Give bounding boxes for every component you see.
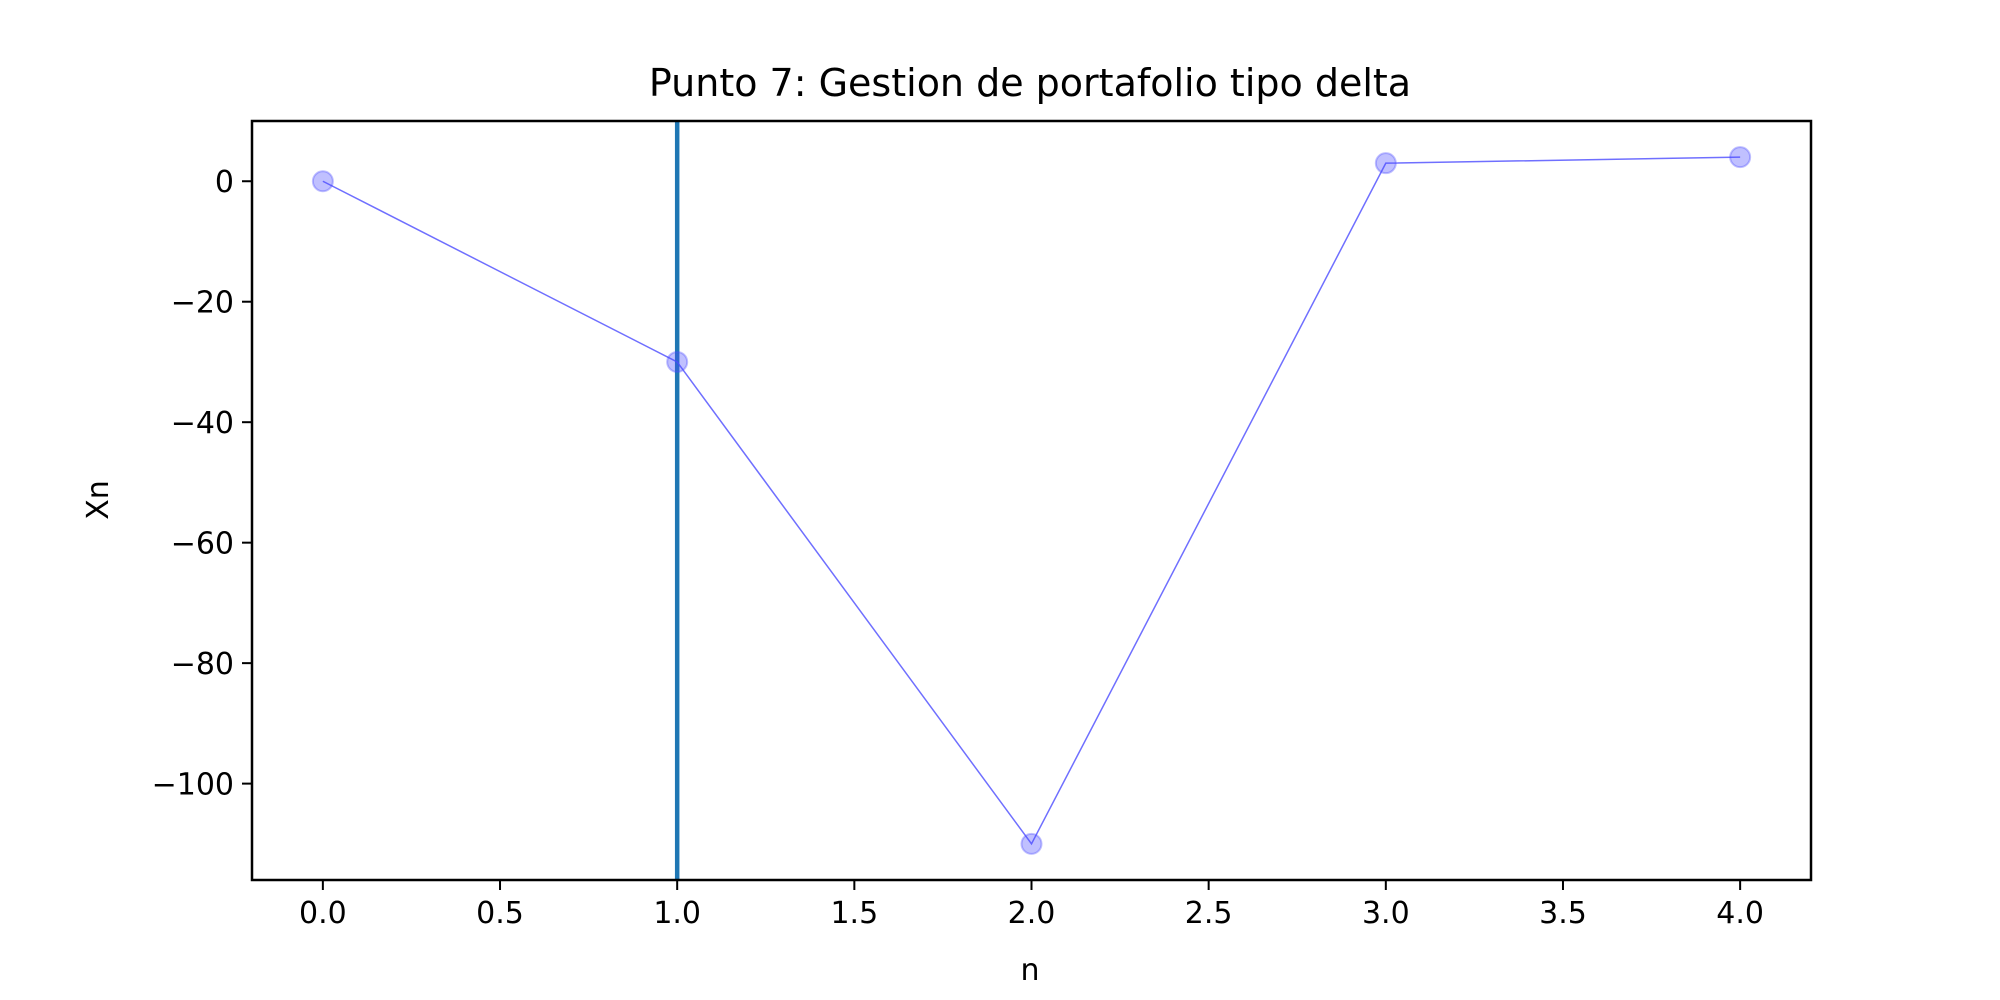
x-axis: 0.0 0.5 1.0 1.5 2.0 2.5 3.0 3.5 4.0 [299, 880, 1764, 931]
data-point [1020, 832, 1043, 855]
y-tick-label: 0 [215, 165, 234, 200]
chart-title: Punto 7: Gestion de portafolio tipo delt… [649, 61, 1411, 105]
y-tick-label: −20 [171, 286, 234, 321]
y-tick-label: −60 [171, 527, 234, 562]
data-point [1729, 146, 1752, 169]
data-point [666, 350, 689, 373]
x-tick-label: 2.0 [1008, 896, 1056, 931]
x-tick-label: 1.0 [653, 896, 701, 931]
plot-frame [250, 119, 1813, 882]
x-tick-label: 4.0 [1716, 896, 1764, 931]
y-tick-label: −40 [171, 406, 234, 441]
x-tick-label: 3.5 [1539, 896, 1587, 931]
x-axis-label: n [1020, 953, 1039, 988]
y-tick-label: −80 [171, 647, 234, 682]
series-line [322, 156, 1741, 846]
x-tick-label: 2.5 [1185, 896, 1233, 931]
x-tick-label: 1.5 [830, 896, 878, 931]
y-tick-label: −100 [152, 768, 234, 803]
plot-area [311, 121, 1752, 880]
x-tick-label: 0.0 [299, 896, 347, 931]
data-point [1374, 152, 1397, 175]
x-tick-label: 0.5 [476, 896, 524, 931]
x-tick-label: 3.0 [1362, 896, 1410, 931]
data-point [311, 170, 334, 193]
y-axis-label: Xn [81, 480, 116, 520]
y-axis: 0 −20 −40 −60 −80 −100 [152, 165, 252, 803]
